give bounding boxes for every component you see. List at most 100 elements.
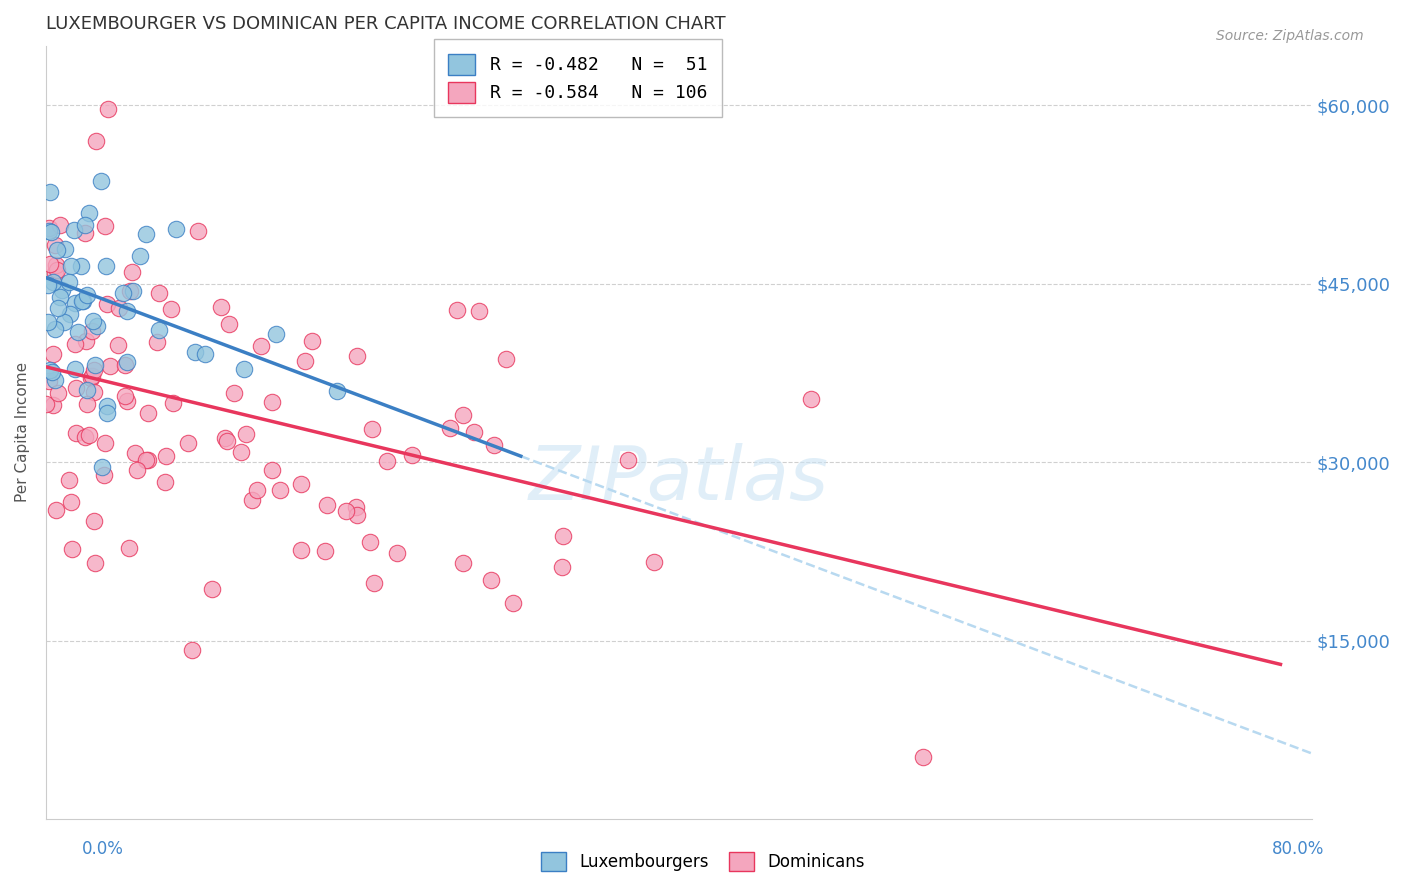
Point [468,303,491,318]
Point [112,285,135,300]
Point [46,385,69,400]
Point [260,394,283,409]
Point [80,371,103,385]
Point [96,405,118,419]
Point [82,313,104,327]
Point [363,575,385,590]
Point [80,368,103,383]
Point [235,426,257,441]
Point [335,504,357,518]
Point [209,300,232,314]
Point [107,338,129,352]
Point [502,596,524,610]
Text: 0.0%: 0.0% [82,840,124,858]
Point [346,508,368,522]
Point [45,503,67,517]
Point [42,347,65,361]
Point [60,259,83,273]
Point [153,475,176,489]
Point [83,514,105,528]
Point [387,546,409,560]
Point [39,225,62,239]
Point [93,467,115,482]
Point [264,327,287,342]
Point [217,434,239,449]
Point [249,339,271,353]
Point [346,349,368,363]
Point [53,242,76,256]
Point [495,352,517,367]
Point [439,421,461,435]
Point [58,275,80,289]
Point [37,277,59,292]
Point [446,303,468,318]
Point [229,445,252,459]
Point [86,319,108,334]
Point [201,582,224,596]
Point [70,259,93,273]
Point [58,474,80,488]
Point [114,389,136,403]
Point [194,346,217,360]
Point [80,324,103,338]
Point [46,263,69,277]
Point [38,221,60,235]
Point [325,384,347,399]
Point [38,363,60,377]
Point [84,358,107,372]
Point [401,448,423,462]
Point [91,460,114,475]
Point [63,223,86,237]
Point [117,304,139,318]
Point [66,325,89,339]
Point [361,422,384,436]
Point [290,476,312,491]
Point [121,284,143,298]
Point [59,495,82,509]
Point [96,103,118,117]
Point [96,399,118,413]
Point [617,453,640,467]
Point [240,492,263,507]
Point [314,544,336,558]
Text: ZIPatlas: ZIPatlas [529,442,830,515]
Point [184,344,207,359]
Point [553,529,575,543]
Point [159,301,181,316]
Point [77,428,100,442]
Point [83,362,105,376]
Point [294,354,316,368]
Point [45,258,67,272]
Point [124,446,146,460]
Point [83,556,105,570]
Point [44,373,66,387]
Point [107,301,129,315]
Point [269,483,291,497]
Point [224,386,246,401]
Point [94,435,117,450]
Point [37,315,59,329]
Point [344,500,367,514]
Point [75,219,97,233]
Point [118,541,141,555]
Point [49,291,72,305]
Point [75,334,97,349]
Point [232,362,254,376]
Point [72,293,94,308]
Point [65,381,87,395]
Y-axis label: Per Capita Income: Per Capita Income [15,362,30,502]
Point [218,317,240,331]
Point [260,463,283,477]
Point [52,315,75,329]
Point [75,226,97,240]
Point [39,186,62,200]
Point [463,425,485,439]
Point [46,243,69,257]
Point [94,259,117,273]
Text: 80.0%: 80.0% [1272,840,1324,858]
Point [65,426,87,441]
Point [315,498,337,512]
Point [44,238,66,252]
Point [136,452,159,467]
Point [38,374,60,388]
